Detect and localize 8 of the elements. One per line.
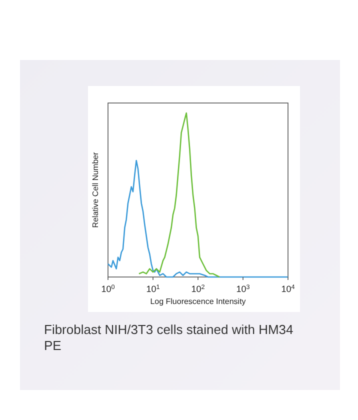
text: Fibroblast NIH/3T3 cells stained with HM34 PE	[44, 322, 294, 353]
x-tick-label: 10$^{1}$	[146, 284, 160, 294]
y-axis-title: Relative Cell Number	[91, 152, 100, 228]
x-tick-label: 10$^{0}$	[101, 284, 116, 294]
x-axis-title: Log Fluorescence Intensity	[150, 297, 246, 306]
x-tick-label: 10$^{2}$	[191, 284, 206, 294]
x-tick-label: 10$^{4}$	[281, 284, 296, 294]
x-tick-label: 10$^{3}$	[236, 284, 250, 294]
